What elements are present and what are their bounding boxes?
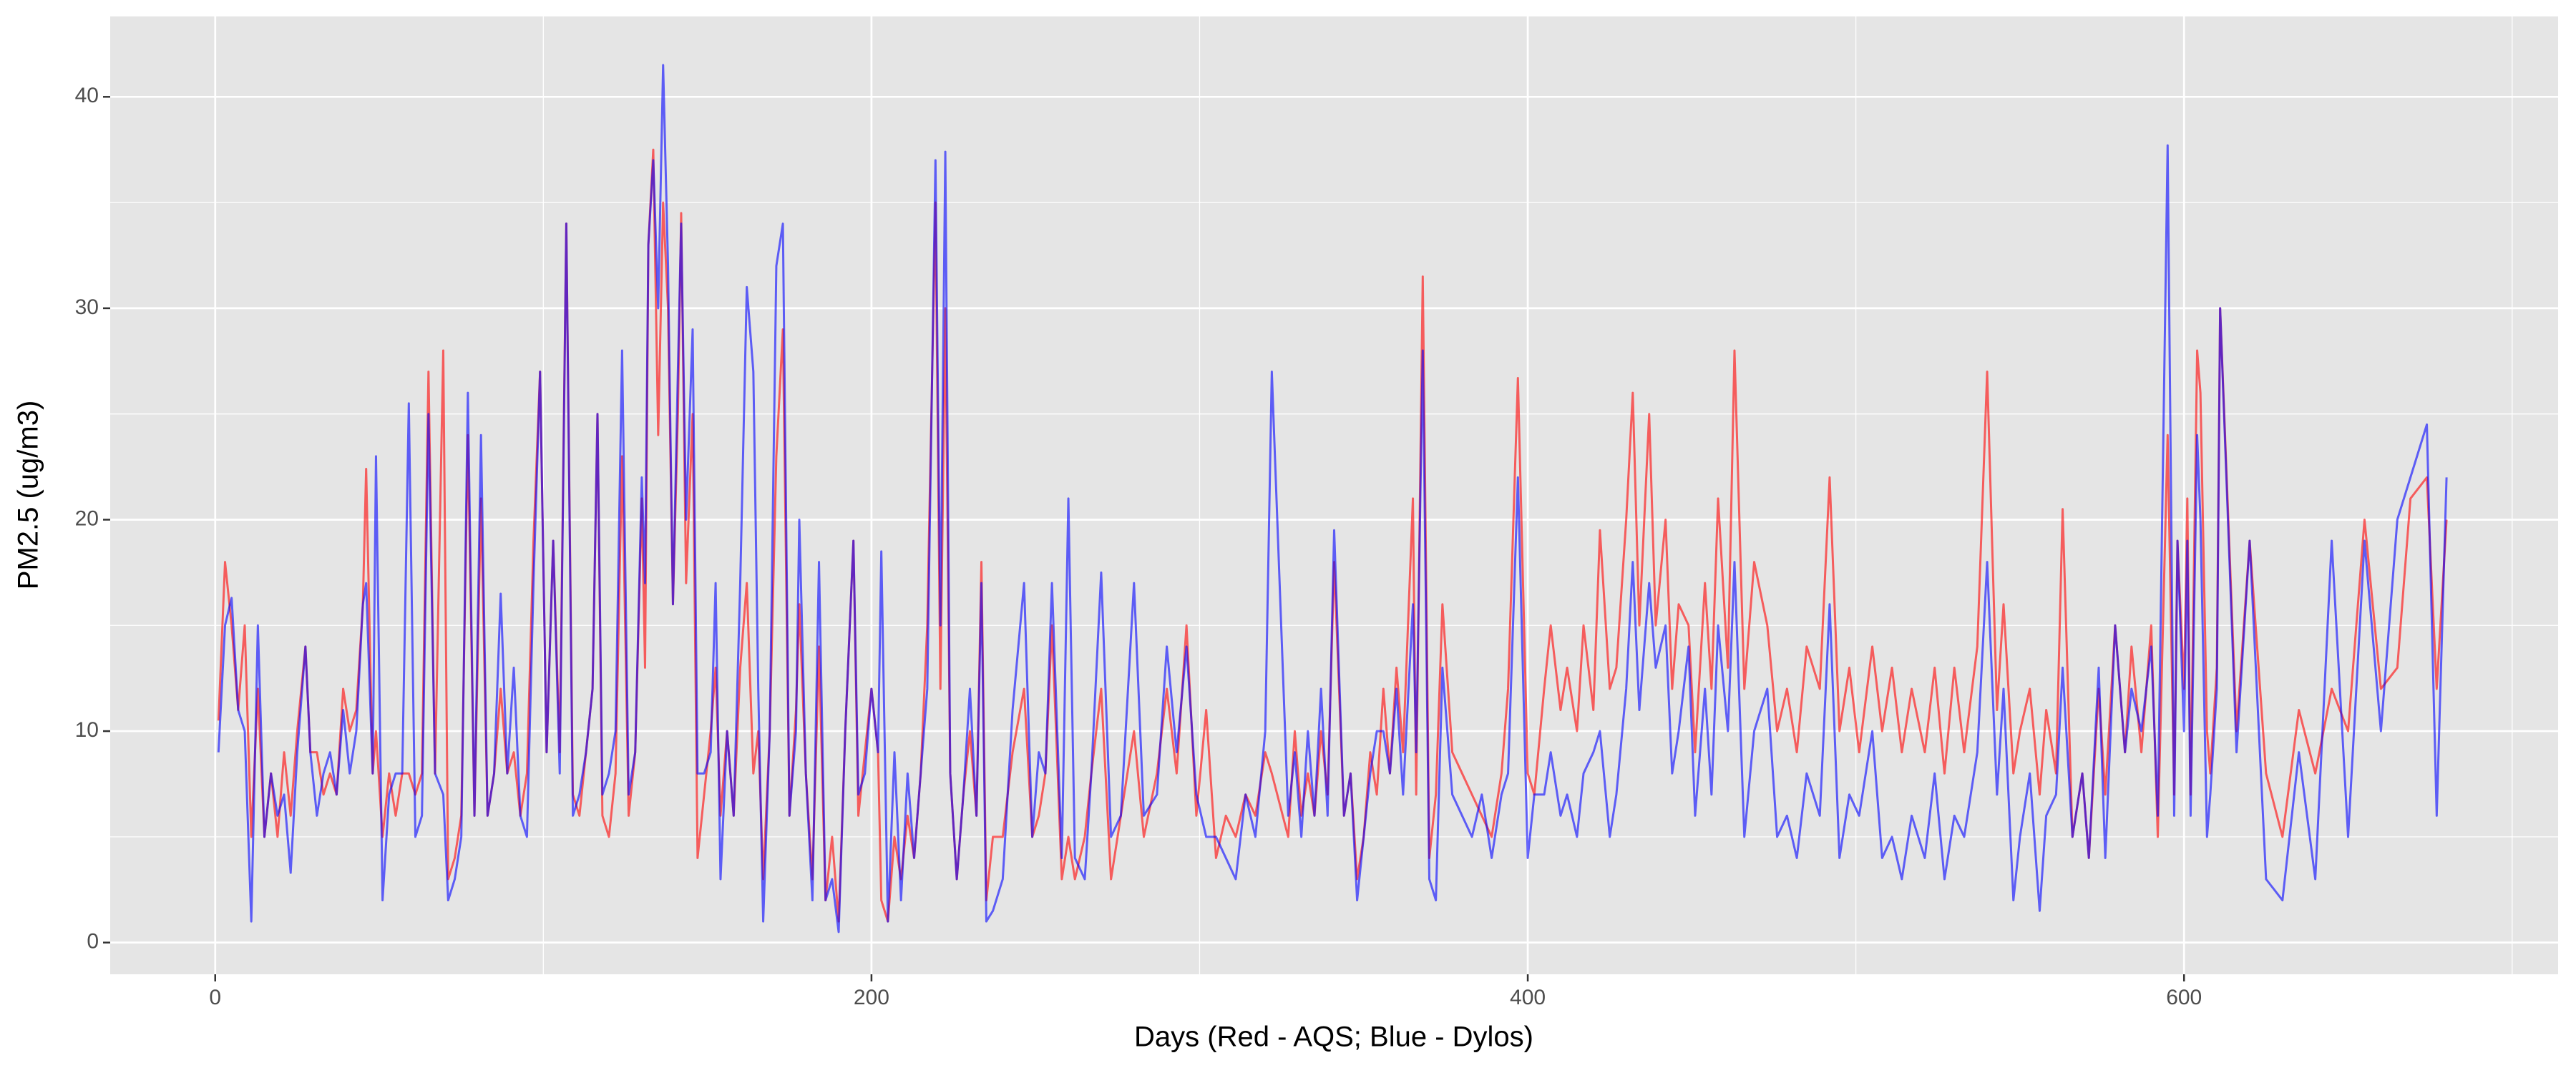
y-axis-title: PM2.5 (ug/m3) (13, 401, 44, 590)
x-tick-label: 200 (854, 986, 889, 1009)
series-line (217, 64, 2448, 934)
y-tick-label: 40 (75, 84, 99, 107)
panel (110, 16, 2558, 974)
x-tick-label: 600 (2166, 986, 2202, 1009)
x-axis-title: Days (Red - AQS; Blue - Dylos) (1134, 1021, 1533, 1053)
series-line (217, 148, 2448, 923)
y-tick-label: 0 (87, 930, 99, 954)
lines (217, 64, 2448, 934)
grid (110, 16, 2558, 974)
x-tick-label: 400 (1510, 986, 1546, 1009)
y-tick-label: 20 (75, 506, 99, 530)
x-tick-label: 0 (209, 986, 221, 1009)
y-tick-label: 30 (75, 295, 99, 319)
axes: 0 200 400 600 0 10 20 30 40 (75, 84, 2202, 1009)
y-tick-label: 10 (75, 718, 99, 742)
